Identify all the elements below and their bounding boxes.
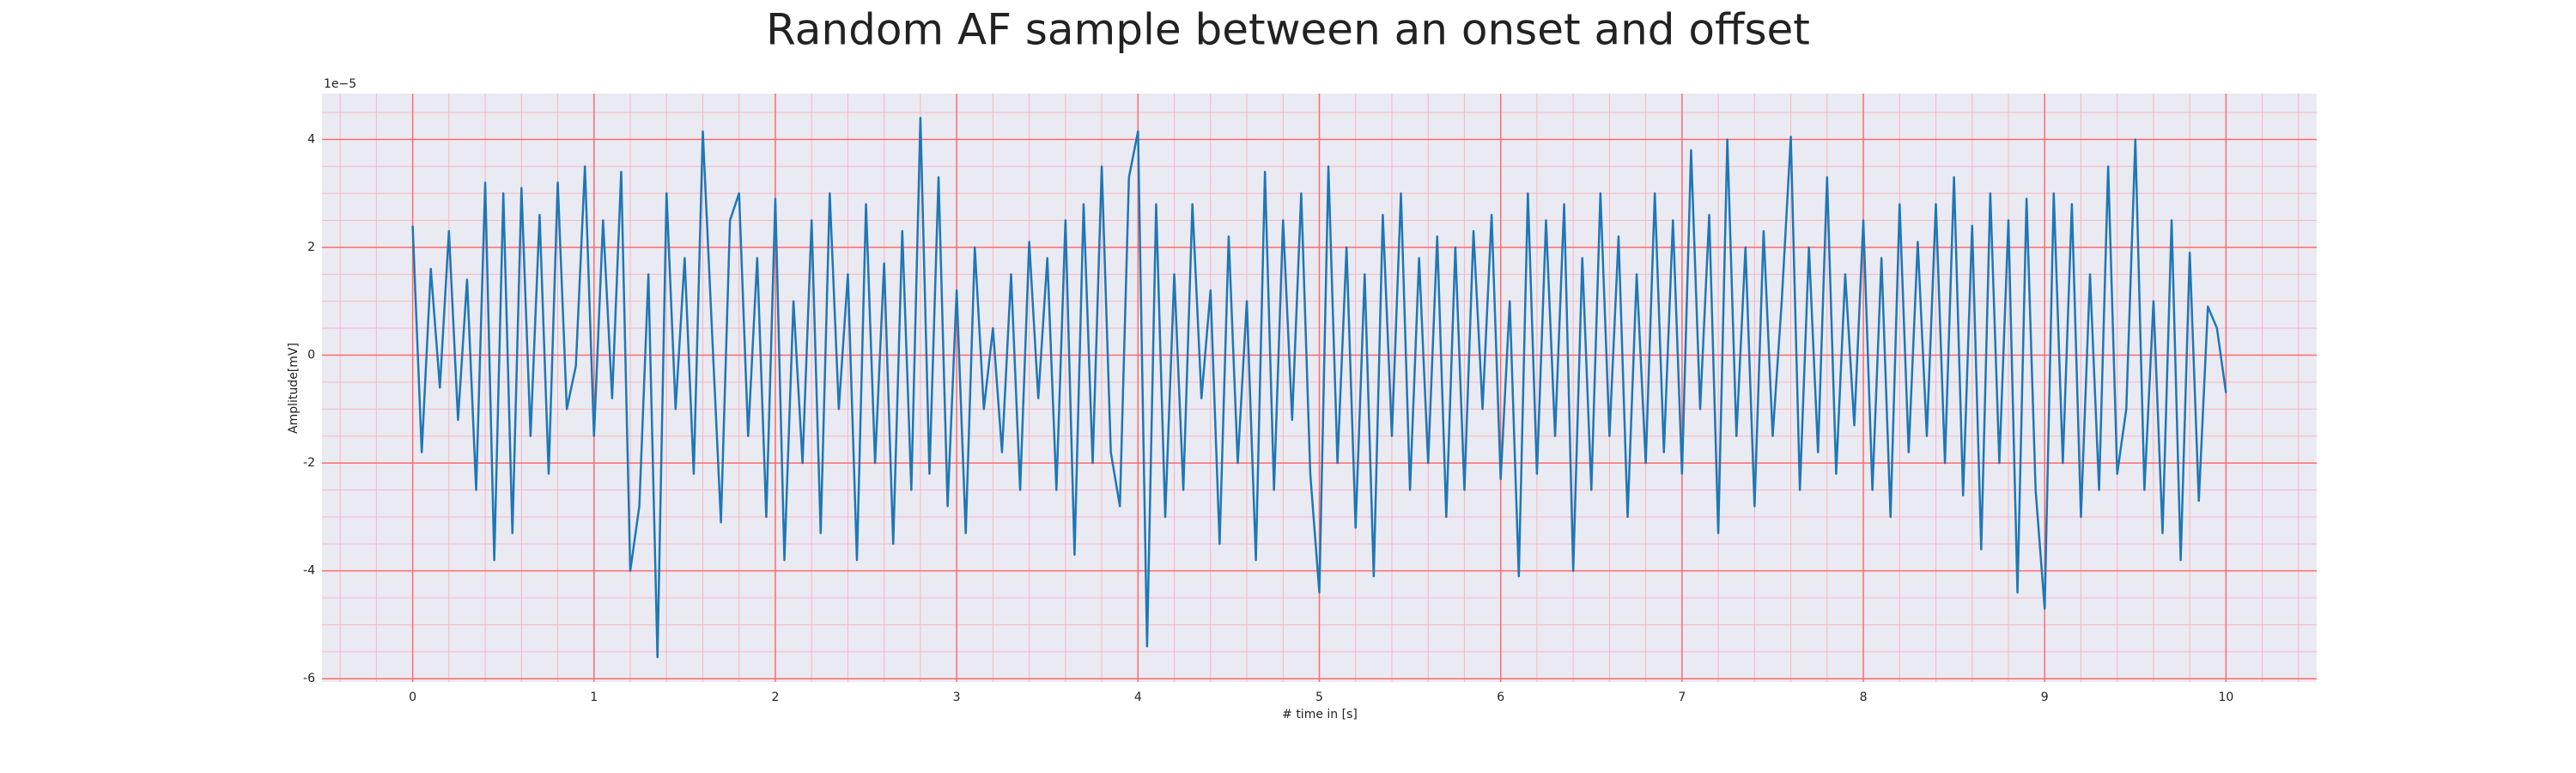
y-offset-label: 1e−5 [324,77,356,91]
y-tick-label: 0 [307,349,315,362]
y-tick-label: -2 [303,456,315,470]
y-tick-label: 4 [307,132,315,146]
x-tick-label: 9 [2041,691,2049,704]
x-tick-label: 1 [590,691,598,704]
x-tick-label: 6 [1497,691,1504,704]
y-tick-label: 2 [307,240,315,254]
x-tick-label: 8 [1860,691,1868,704]
x-tick-label: 7 [1678,691,1686,704]
y-tick-label: -6 [303,672,315,685]
y-tick-label: -4 [303,564,315,578]
x-tick-label: 10 [2218,691,2233,704]
x-tick-label: 5 [1315,691,1323,704]
x-axis-label: # time in [s] [1282,708,1358,721]
x-tick-label: 4 [1134,691,1142,704]
x-tick-label: 2 [771,691,779,704]
signal-line [411,117,2227,659]
x-tick-label: 3 [953,691,961,704]
chart-title: Random AF sample between an onset and of… [766,5,1810,55]
x-tick-label: 0 [409,691,416,704]
marks [411,117,2227,659]
y-axis-label: Amplitude[mV] [287,343,301,434]
